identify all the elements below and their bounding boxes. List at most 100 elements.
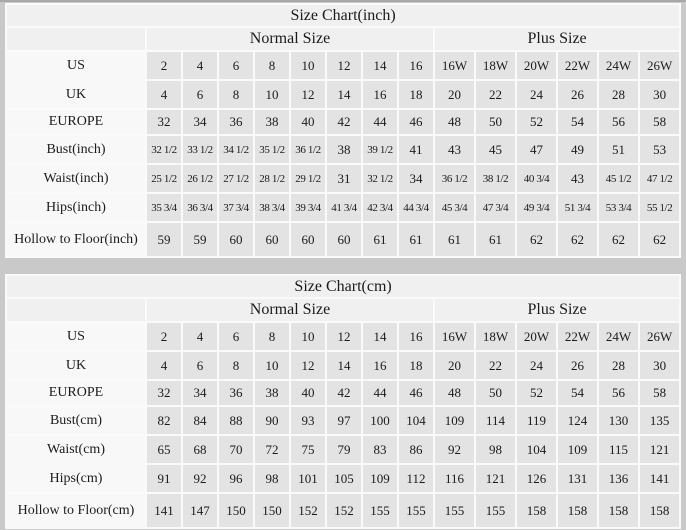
size-cell: 14 bbox=[327, 352, 361, 379]
size-cell: 32 bbox=[147, 381, 181, 405]
size-cell: 54 bbox=[558, 381, 597, 405]
size-cell: 79 bbox=[327, 436, 361, 463]
size-cell: 34 1/2 bbox=[219, 136, 253, 163]
size-cell: 155 bbox=[435, 494, 474, 527]
size-cell: 43 bbox=[558, 165, 597, 192]
size-cell: 51 bbox=[599, 136, 638, 163]
size-cell: 6 bbox=[183, 81, 217, 108]
group-header-row: Normal Size Plus Size bbox=[7, 28, 680, 50]
size-cell: 38 bbox=[327, 136, 361, 163]
size-cell: 90 bbox=[255, 407, 289, 434]
size-cell: 130 bbox=[599, 407, 638, 434]
size-cell: 29 1/2 bbox=[291, 165, 325, 192]
size-cell: 116 bbox=[435, 465, 474, 492]
size-cell: 36 bbox=[219, 110, 253, 134]
row-label: EUROPE bbox=[7, 110, 145, 134]
size-cell: 40 bbox=[291, 381, 325, 405]
size-cell: 34 bbox=[183, 381, 217, 405]
size-cell: 10 bbox=[291, 323, 325, 350]
size-cell: 43 bbox=[435, 136, 474, 163]
size-cell: 86 bbox=[399, 436, 433, 463]
table-row: Bust(inch) 32 1/2 33 1/2 34 1/2 35 1/2 36 1/2… bbox=[7, 136, 680, 163]
size-cell: 4 bbox=[147, 352, 181, 379]
table-row: EUROPE 32 34 36 38 40 42 44 46 48 50 52 54 56 58 bbox=[7, 110, 680, 134]
size-cell: 92 bbox=[183, 465, 217, 492]
size-cell: 30 bbox=[640, 81, 680, 108]
table-row: EUROPE 32 34 36 38 40 42 44 46 48 50 52 54 56 58 bbox=[7, 381, 680, 405]
size-cell: 56 bbox=[599, 110, 638, 134]
size-cell: 41 bbox=[399, 136, 433, 163]
table-row: UK 4 6 8 10 12 14 16 18 20 22 24 26 28 30 bbox=[7, 352, 680, 379]
size-cell: 14 bbox=[363, 52, 397, 79]
size-cell: 36 3/4 bbox=[183, 194, 217, 221]
size-cell: 41 3/4 bbox=[327, 194, 361, 221]
size-cell: 105 bbox=[327, 465, 361, 492]
size-cell: 22W bbox=[558, 323, 597, 350]
row-label: Hollow to Floor(inch) bbox=[7, 223, 145, 256]
size-cell: 6 bbox=[183, 352, 217, 379]
size-cell: 45 bbox=[476, 136, 515, 163]
size-cell: 46 bbox=[399, 381, 433, 405]
size-cell: 46 bbox=[399, 110, 433, 134]
table-row: US 2 4 6 8 10 12 14 16 16W 18W 20W 22W 24W 26W bbox=[7, 52, 680, 79]
row-label: Waist(cm) bbox=[7, 436, 145, 463]
size-cell: 50 bbox=[476, 381, 515, 405]
size-cell: 12 bbox=[327, 52, 361, 79]
size-cell: 31 bbox=[327, 165, 361, 192]
size-cell: 45 3/4 bbox=[435, 194, 474, 221]
size-cell: 49 bbox=[558, 136, 597, 163]
size-cell: 16 bbox=[399, 52, 433, 79]
size-cell: 115 bbox=[599, 436, 638, 463]
size-cell: 109 bbox=[435, 407, 474, 434]
size-cell: 35 1/2 bbox=[255, 136, 289, 163]
group-header-plus: Plus Size bbox=[435, 28, 680, 50]
size-cell: 84 bbox=[183, 407, 217, 434]
size-cell: 55 1/2 bbox=[640, 194, 680, 221]
row-label: US bbox=[7, 52, 145, 79]
size-cell: 158 bbox=[517, 494, 556, 527]
size-cell: 24W bbox=[599, 52, 638, 79]
size-cell: 38 bbox=[255, 381, 289, 405]
size-cell: 109 bbox=[558, 436, 597, 463]
size-cell: 98 bbox=[476, 436, 515, 463]
size-cell: 32 bbox=[147, 110, 181, 134]
size-cell: 18 bbox=[399, 352, 433, 379]
row-label: Hips(inch) bbox=[7, 194, 145, 221]
size-chart-inch-table: Size Chart(inch) Normal Size Plus Size U… bbox=[5, 3, 682, 258]
size-cell: 4 bbox=[183, 323, 217, 350]
size-cell: 61 bbox=[363, 223, 397, 256]
size-cell: 27 1/2 bbox=[219, 165, 253, 192]
group-header-plus: Plus Size bbox=[435, 299, 680, 321]
size-cell: 50 bbox=[476, 110, 515, 134]
size-cell: 47 3/4 bbox=[476, 194, 515, 221]
size-cell: 60 bbox=[255, 223, 289, 256]
size-cell: 126 bbox=[517, 465, 556, 492]
corner-cell bbox=[7, 299, 145, 321]
size-chart-cm-table: Size Chart(cm) Normal Size Plus Size US 2… bbox=[5, 274, 682, 529]
size-cell: 36 1/2 bbox=[291, 136, 325, 163]
size-cell: 158 bbox=[640, 494, 680, 527]
size-cell: 34 bbox=[183, 110, 217, 134]
row-label: EUROPE bbox=[7, 381, 145, 405]
size-cell: 70 bbox=[219, 436, 253, 463]
size-cell: 26 1/2 bbox=[183, 165, 217, 192]
size-cell: 24 bbox=[517, 81, 556, 108]
size-cell: 98 bbox=[255, 465, 289, 492]
size-cell: 18W bbox=[476, 52, 515, 79]
size-cell: 62 bbox=[640, 223, 680, 256]
size-cell: 152 bbox=[327, 494, 361, 527]
size-cell: 158 bbox=[558, 494, 597, 527]
size-cell: 49 3/4 bbox=[517, 194, 556, 221]
size-cell: 100 bbox=[363, 407, 397, 434]
table-row: UK 4 6 8 10 12 14 16 18 20 22 24 26 28 30 bbox=[7, 81, 680, 108]
size-cell: 28 bbox=[599, 81, 638, 108]
corner-cell bbox=[7, 28, 145, 50]
size-cell: 14 bbox=[327, 81, 361, 108]
size-cell: 58 bbox=[640, 110, 680, 134]
size-cell: 152 bbox=[291, 494, 325, 527]
size-cell: 141 bbox=[640, 465, 680, 492]
size-cell: 68 bbox=[183, 436, 217, 463]
size-cell: 62 bbox=[558, 223, 597, 256]
size-cell: 109 bbox=[363, 465, 397, 492]
